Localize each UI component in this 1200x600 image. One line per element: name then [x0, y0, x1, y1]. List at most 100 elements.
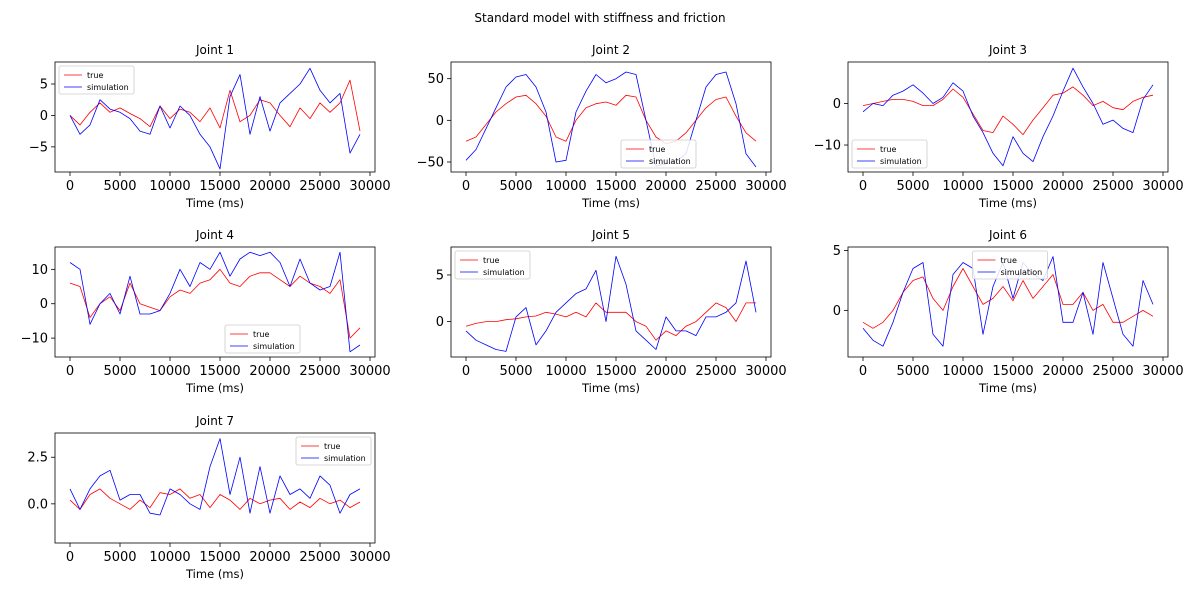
x-tick-label: 5000: [103, 364, 136, 379]
subplot-2: Joint 2 0 5000 10000 15000 20000 25000 30000 −50…: [417, 43, 787, 210]
x-tick-label: 20000: [1042, 179, 1083, 194]
series-line-simulation: [862, 256, 1154, 347]
series-line-simulation: [465, 71, 757, 168]
axes-frame: [54, 61, 376, 173]
subplot-title: Joint 6: [988, 228, 1027, 242]
series-line-true: [69, 79, 361, 132]
legend: true simulation: [295, 436, 372, 466]
y-tick-label: −5: [29, 140, 48, 155]
series-line-simulation: [69, 438, 361, 516]
x-tick-label: 20000: [249, 550, 290, 565]
y-tick-label: 0: [40, 297, 48, 312]
x-tick-label: 25000: [1092, 179, 1133, 194]
x-tick-label: 15000: [199, 179, 240, 194]
x-tick-label: 0: [66, 179, 74, 194]
series-line-simulation: [862, 67, 1154, 167]
legend: true simulation: [972, 250, 1048, 280]
y-tick-label: −50: [417, 156, 444, 171]
legend-label-true: true: [880, 145, 896, 154]
axes-frame: [54, 432, 376, 544]
x-axis-label: Time (ms): [185, 381, 244, 395]
subplot-4: Joint 4 0 5000 10000 15000 20000 25000 30000 −10…: [21, 228, 391, 395]
x-tick-label: 0: [859, 364, 867, 379]
x-tick-label: 20000: [645, 364, 686, 379]
series-line-true: [862, 268, 1154, 329]
y-tick-label: 5: [833, 244, 841, 259]
series-line-true: [465, 302, 756, 341]
legend-label-simulation: simulation: [1001, 268, 1043, 277]
y-tick-label: 0: [436, 315, 444, 330]
y-tick-label: 0: [833, 304, 841, 319]
x-tick-label: 15000: [992, 179, 1033, 194]
x-tick-label: 20000: [645, 179, 686, 194]
x-tick-label: 15000: [595, 179, 636, 194]
legend-label-simulation: simulation: [483, 268, 525, 277]
legend-label-true: true: [649, 145, 665, 154]
subplot-5: Joint 5 0 5000 10000 15000 20000 25000 30000 0 5 T…: [436, 228, 787, 395]
x-axis-label: Time (ms): [978, 381, 1037, 395]
axes-frame: [847, 61, 1169, 173]
subplot-title: Joint 3: [988, 43, 1027, 57]
subplot-title: Joint 1: [195, 43, 234, 57]
x-tick-label: 5000: [499, 179, 532, 194]
figure-suptitle: Standard model with stiffness and fricti…: [474, 11, 725, 25]
x-tick-label: 30000: [349, 550, 390, 565]
x-tick-label: 10000: [942, 364, 983, 379]
x-tick-label: 25000: [299, 550, 340, 565]
x-tick-label: 30000: [1142, 179, 1183, 194]
legend-label-simulation: simulation: [324, 454, 366, 463]
y-tick-label: 0.0: [27, 497, 48, 512]
axes-frame: [450, 61, 772, 173]
legend: true simulation: [454, 250, 531, 280]
x-tick-label: 25000: [299, 179, 340, 194]
subplot-7: Joint 7 0 5000 10000 15000 20000 25000 30000 0.0…: [27, 414, 390, 581]
x-tick-label: 20000: [1042, 364, 1083, 379]
legend: true simulation: [58, 65, 135, 95]
x-tick-label: 15000: [199, 550, 240, 565]
y-tick-label: 0: [436, 114, 444, 129]
x-tick-label: 15000: [992, 364, 1033, 379]
x-tick-label: 5000: [896, 179, 929, 194]
x-tick-label: 30000: [745, 364, 786, 379]
y-tick-label: −10: [21, 332, 48, 347]
series-line-simulation: [465, 255, 757, 352]
y-tick-label: 5: [40, 78, 48, 93]
legend-label-true: true: [253, 330, 269, 339]
subplot-1: Joint 1 0 5000 10000 15000 20000 25000 30000 −5 0…: [29, 43, 391, 210]
series-line-true: [465, 94, 757, 145]
legend: true simulation: [851, 139, 928, 169]
x-tick-label: 30000: [349, 364, 390, 379]
series-line-true: [69, 268, 361, 339]
x-tick-label: 0: [66, 550, 74, 565]
legend-label-simulation: simulation: [253, 342, 295, 351]
legend-label-simulation: simulation: [880, 157, 922, 166]
subplot-title: Joint 2: [591, 43, 630, 57]
axes-frame: [54, 246, 376, 358]
legend: true simulation: [224, 324, 301, 354]
y-tick-label: 50: [427, 72, 444, 87]
y-tick-label: 0: [40, 109, 48, 124]
x-tick-label: 30000: [1142, 364, 1183, 379]
subplot-title: Joint 5: [591, 228, 630, 242]
x-tick-label: 10000: [149, 179, 190, 194]
x-axis-label: Time (ms): [185, 567, 244, 581]
y-tick-label: −10: [814, 139, 841, 154]
series-line-simulation: [69, 251, 361, 353]
x-axis-label: Time (ms): [581, 381, 640, 395]
x-tick-label: 25000: [1092, 364, 1133, 379]
x-axis-label: Time (ms): [185, 196, 244, 210]
x-tick-label: 5000: [103, 179, 136, 194]
x-tick-label: 30000: [349, 179, 390, 194]
x-tick-label: 0: [462, 179, 470, 194]
x-tick-label: 15000: [199, 364, 240, 379]
x-tick-label: 25000: [299, 364, 340, 379]
legend-label-true: true: [483, 256, 499, 265]
legend-label-true: true: [324, 442, 340, 451]
subplots: Joint 10 5000 10000 15000 20000 25000 30000−50…: [21, 43, 1184, 581]
legend-label-true: true: [87, 71, 103, 80]
x-tick-label: 0: [462, 364, 470, 379]
x-tick-label: 0: [66, 364, 74, 379]
legend: true simulation: [620, 139, 697, 169]
x-tick-label: 10000: [545, 364, 586, 379]
